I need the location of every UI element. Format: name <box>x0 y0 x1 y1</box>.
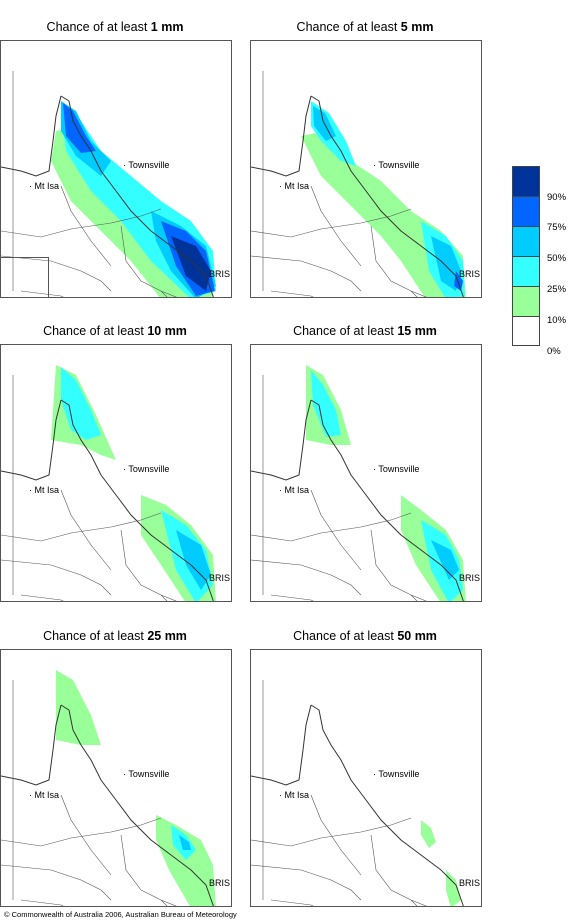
rain-map-25mm: · Townsville · Mt Isa BRIS <box>0 649 232 907</box>
label-bris: BRIS <box>209 573 231 583</box>
label-townsville: · Townsville <box>123 464 170 474</box>
legend-label-25: 25% <box>547 284 567 295</box>
legend-label-10: 10% <box>547 315 567 326</box>
label-bris: BRIS <box>459 878 481 888</box>
label-townsville: · Townsville <box>373 464 420 474</box>
legend-swatch-25 <box>512 256 540 286</box>
label-bris: BRIS <box>209 269 231 279</box>
label-mt-isa: · Mt Isa <box>29 790 60 800</box>
inset-box <box>1 257 49 297</box>
panel-title-15mm: Chance of at least 15 mm <box>293 324 437 338</box>
copyright-footer: © Commonwealth of Australia 2006, Austra… <box>4 910 237 919</box>
legend-label-0: 0% <box>547 346 561 357</box>
label-mt-isa: · Mt Isa <box>29 181 60 191</box>
legend-swatch-75 <box>512 196 540 226</box>
label-bris: BRIS <box>459 573 481 583</box>
panel-title-50mm: Chance of at least 50 mm <box>293 629 437 643</box>
label-mt-isa: · Mt Isa <box>279 181 310 191</box>
rain-map-5mm: · Townsville · Mt Isa BRIS <box>250 40 482 298</box>
label-mt-isa: · Mt Isa <box>29 485 60 495</box>
legend-swatch-10 <box>512 286 540 316</box>
panel-title-10mm: Chance of at least 10 mm <box>43 324 187 338</box>
panel-title-1mm: Chance of at least 1 mm <box>46 20 184 34</box>
panel-title-5mm: Chance of at least 5 mm <box>296 20 434 34</box>
label-bris: BRIS <box>209 878 231 888</box>
legend-label-90: 90% <box>547 192 567 203</box>
label-mt-isa: · Mt Isa <box>279 790 310 800</box>
color-legend <box>512 166 542 346</box>
rain-map-15mm: · Townsville · Mt Isa BRIS <box>250 344 482 602</box>
label-townsville: · Townsville <box>123 769 170 779</box>
legend-label-75: 75% <box>547 222 567 233</box>
label-bris: BRIS <box>459 269 481 279</box>
label-mt-isa: · Mt Isa <box>279 485 310 495</box>
label-townsville: · Townsville <box>123 160 170 170</box>
legend-swatch-0 <box>512 316 540 346</box>
rain-map-10mm: · Townsville · Mt Isa BRIS <box>0 344 232 602</box>
rain-map-50mm: · Townsville · Mt Isa BRIS <box>250 649 482 907</box>
legend-swatch-90 <box>512 166 540 196</box>
legend-swatch-50 <box>512 226 540 256</box>
label-townsville: · Townsville <box>373 160 420 170</box>
panel-title-25mm: Chance of at least 25 mm <box>43 629 187 643</box>
rain-map-1mm: · Townsville · Mt Isa BRIS <box>0 40 232 298</box>
label-townsville: · Townsville <box>373 769 420 779</box>
legend-label-50: 50% <box>547 253 567 264</box>
